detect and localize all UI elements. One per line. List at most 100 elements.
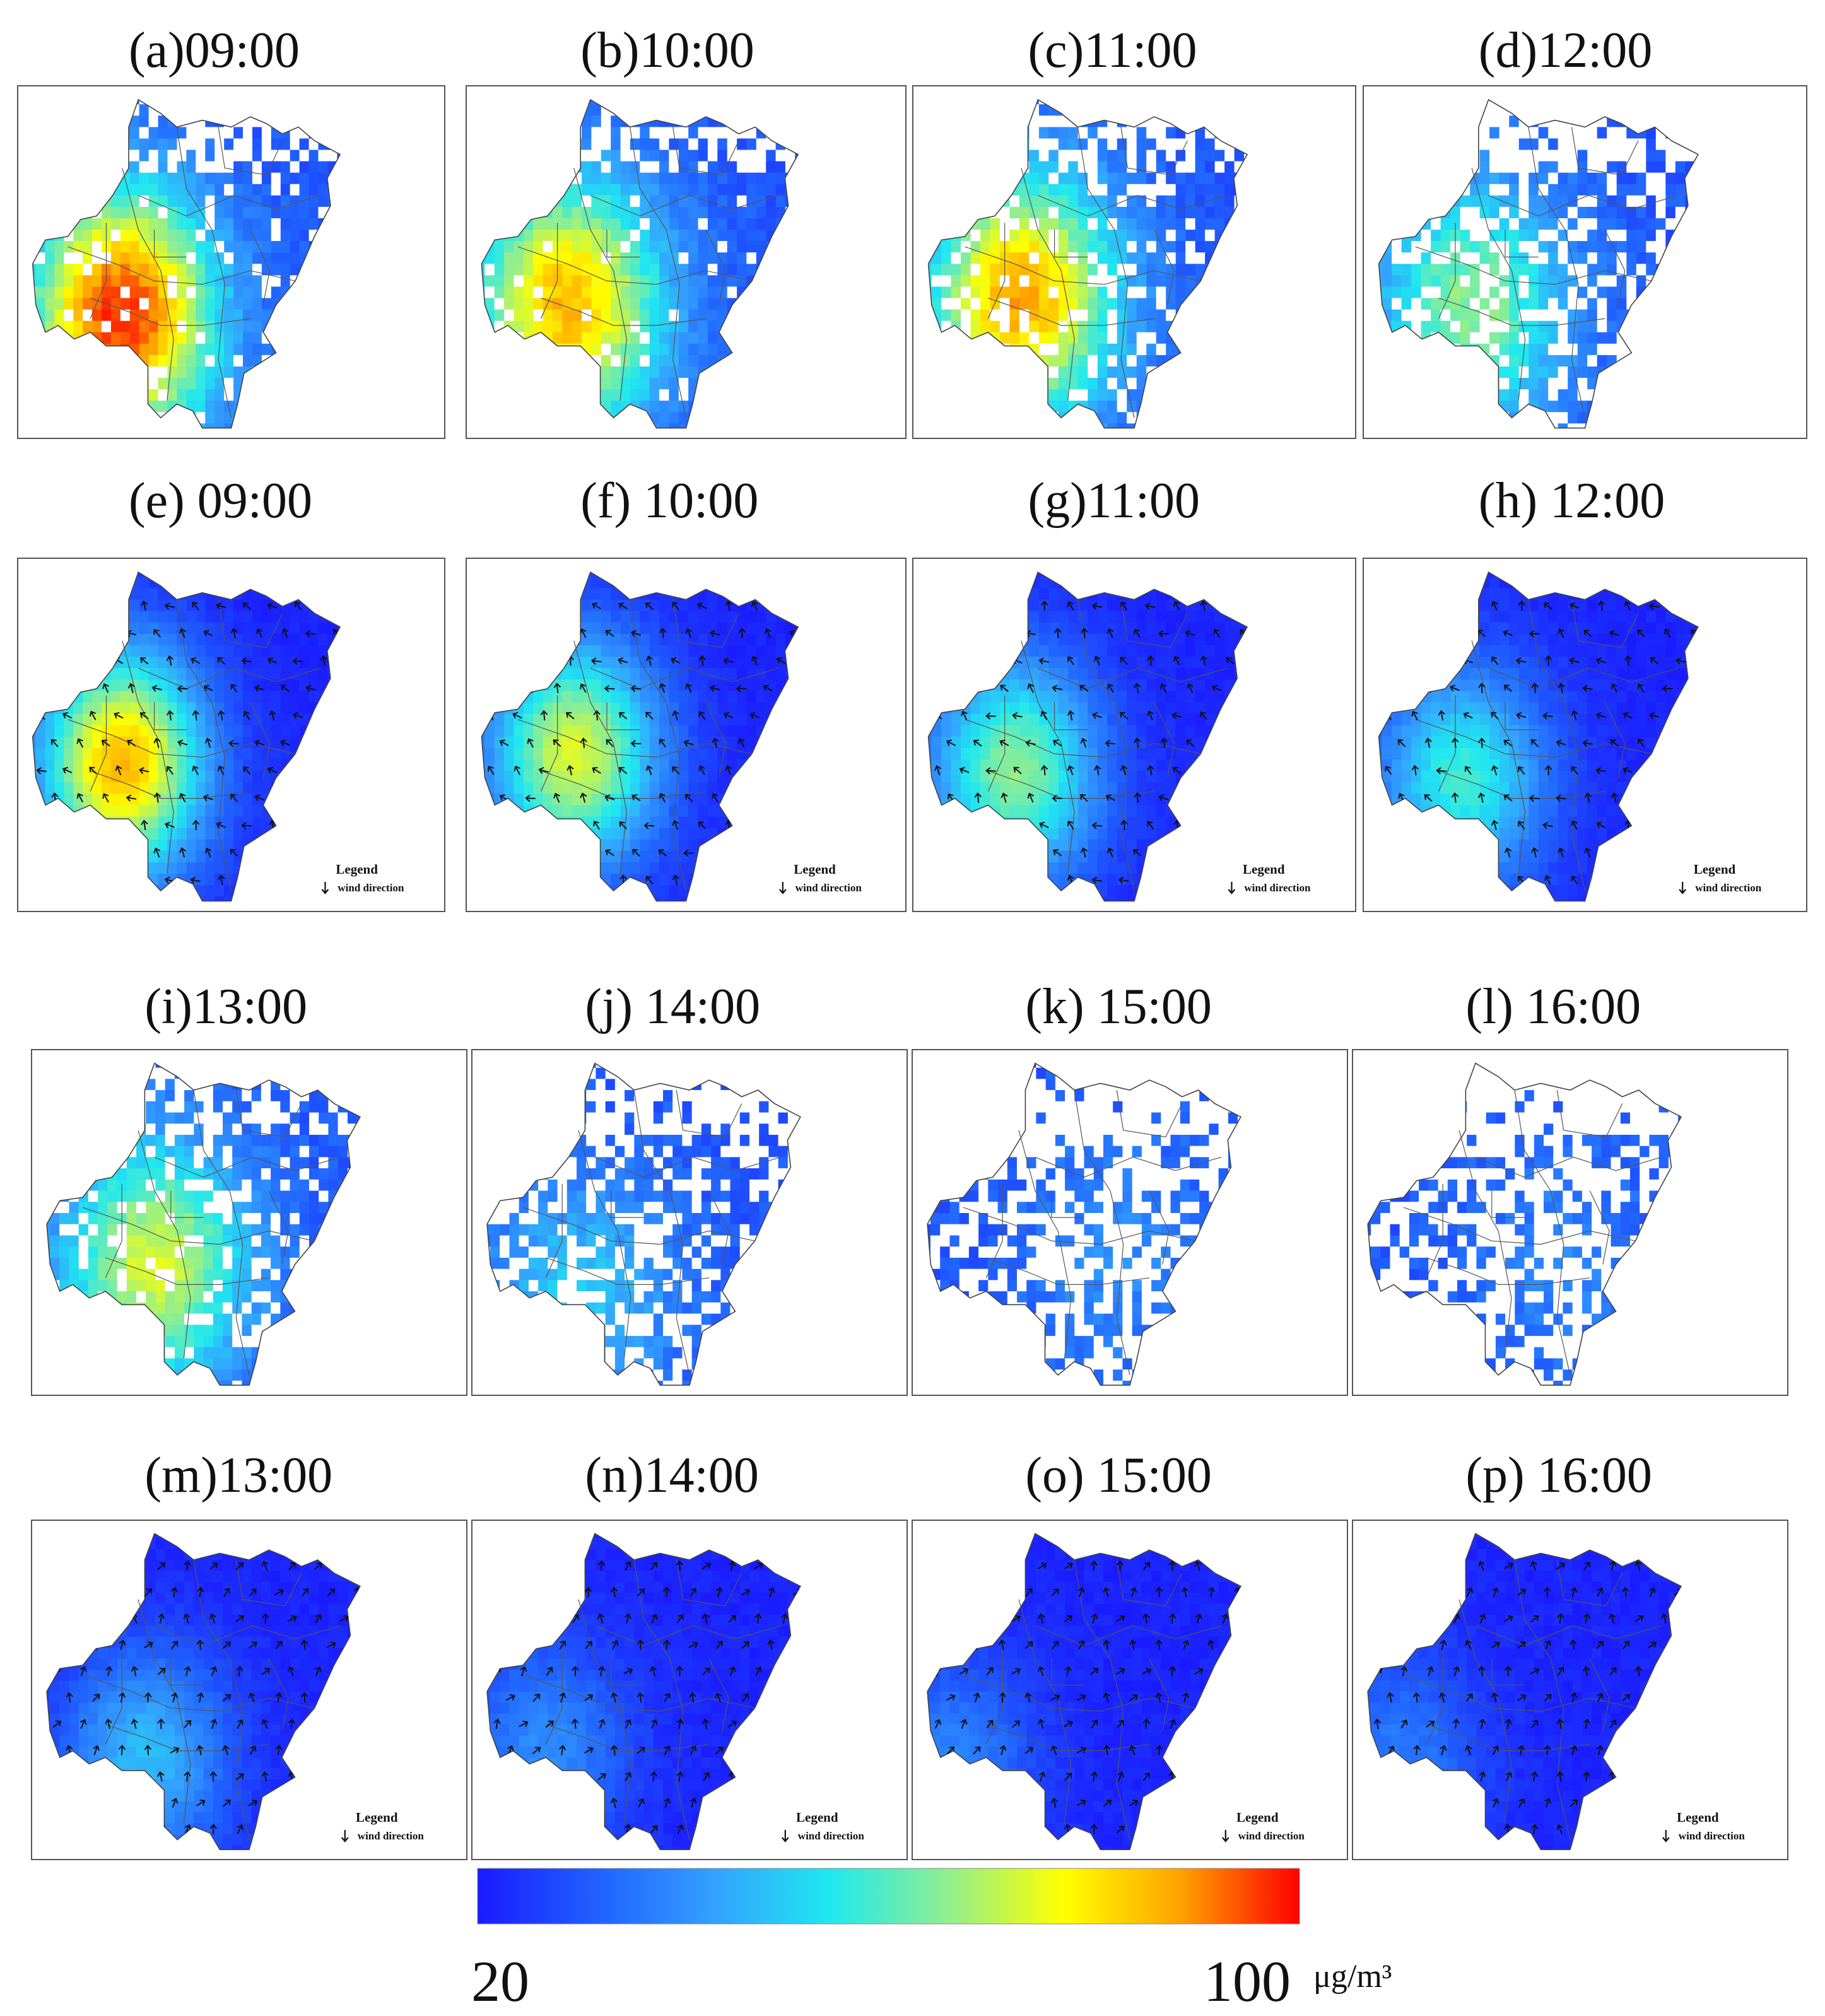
wind-arrow (184, 1720, 192, 1728)
wind-arrow (1385, 766, 1392, 775)
district-line (176, 599, 232, 891)
wind-arrow (645, 712, 654, 720)
wind-arrow (959, 766, 970, 774)
colorbar-max-label: 100 (1204, 1949, 1291, 2013)
district-line (1116, 1090, 1183, 1138)
wind-arrow (1558, 628, 1564, 638)
wind-arrow (690, 1798, 697, 1808)
wind-arrow (126, 794, 137, 802)
wind-arrow (102, 683, 109, 693)
wind-arrow (1675, 657, 1686, 665)
district-line (138, 1130, 191, 1359)
wind-arrow (1052, 739, 1062, 747)
wind-arrow (1542, 712, 1553, 720)
wind-arrow (157, 1771, 165, 1782)
wind-arrow (649, 1666, 657, 1677)
wind-arrow (1571, 766, 1578, 775)
wind-arrow (625, 1772, 631, 1781)
wind-arrow (736, 685, 747, 693)
wind-arrow (1050, 1797, 1059, 1808)
region-boundary-l (1367, 1062, 1682, 1386)
wind-arrow (1147, 655, 1154, 666)
wind-arrow (1464, 766, 1472, 775)
legend-title: Legend (1243, 862, 1285, 877)
wind-arrow (572, 1614, 580, 1624)
wind-arrow (267, 657, 278, 664)
region-boundary-i (46, 1062, 361, 1386)
panel-g: (g)11:00 Legend wind direction (912, 473, 1356, 912)
wind-arrow (688, 1641, 698, 1648)
wind-arrow (1093, 765, 1101, 776)
wind-arrow (1134, 737, 1141, 748)
wind-arrow (1080, 737, 1088, 748)
wind-arrow (249, 1588, 257, 1597)
wind-arrow (179, 793, 186, 803)
district-line (545, 1184, 563, 1279)
wind-arrow (580, 737, 587, 748)
wind-arrow (1040, 711, 1048, 720)
wind-arrow (216, 821, 226, 829)
district-line (1403, 1675, 1636, 1712)
wind-arrow (267, 602, 278, 609)
panel-o: (o) 15:00 Legend wind direction (912, 1448, 1348, 1860)
wind-arrow (754, 1562, 763, 1569)
wind-arrow (192, 601, 199, 611)
wind-arrow (218, 710, 225, 721)
wind-arrow (192, 819, 200, 831)
wind-arrow (650, 1562, 658, 1571)
wind-arrow (1596, 821, 1606, 829)
district-line (170, 1658, 204, 1685)
wind-arrow (1134, 792, 1141, 803)
wind-arrow (710, 684, 720, 692)
wind-arrow (1556, 739, 1566, 747)
legend-title: Legend (794, 862, 836, 877)
district-line (676, 1090, 742, 1138)
wind-arrow (222, 1799, 232, 1807)
legend-item: wind direction (358, 1830, 425, 1842)
wind-arrow (115, 765, 122, 775)
wind-arrow (1106, 683, 1114, 693)
wind-arrow (1091, 876, 1103, 884)
wind-arrow (1531, 1720, 1539, 1729)
wind-arrow (650, 1771, 658, 1782)
district-line (540, 695, 558, 792)
wind-arrow (1134, 628, 1141, 638)
wind-arrow (1544, 1639, 1552, 1650)
wind-arrow (102, 793, 109, 803)
wind-arrow (301, 1692, 308, 1703)
region-boundary-b (481, 98, 799, 429)
wind-arrow (1531, 847, 1539, 858)
wind-arrow (690, 1588, 697, 1597)
wind-arrow (1451, 792, 1459, 803)
district-line (1571, 599, 1639, 648)
wind-arrow (1120, 765, 1128, 776)
wind-arrow (237, 1719, 244, 1729)
wind-arrow (1080, 628, 1088, 638)
wind-arrow (1558, 683, 1565, 693)
wind-arrow (76, 738, 84, 748)
wind-arrow (177, 739, 188, 747)
wind-arrow (287, 1666, 295, 1677)
wind-arrow (1169, 1719, 1177, 1729)
wind-arrow (1025, 739, 1036, 747)
wind-arrow (1492, 1745, 1499, 1755)
district-line (1556, 1559, 1623, 1607)
wind-arrow (261, 1771, 269, 1782)
wind-arrow (672, 874, 679, 885)
district-line (1149, 1658, 1170, 1732)
wind-arrow (1529, 630, 1540, 638)
wind-arrow (1491, 656, 1499, 665)
district-line (218, 599, 283, 648)
wind-arrow (619, 821, 627, 829)
wind-arrow (1518, 766, 1525, 775)
panel-b: (b)10:00 (466, 23, 907, 439)
legend-title: Legend (1236, 1810, 1279, 1825)
wind-arrow (105, 1718, 112, 1729)
district-line (1021, 168, 1075, 401)
district-line (1458, 1130, 1512, 1359)
wind-arrow (1076, 1747, 1086, 1754)
wind-arrow (1182, 1692, 1190, 1703)
wind-arrow (676, 1614, 684, 1624)
wind-arrow (1064, 1562, 1073, 1570)
